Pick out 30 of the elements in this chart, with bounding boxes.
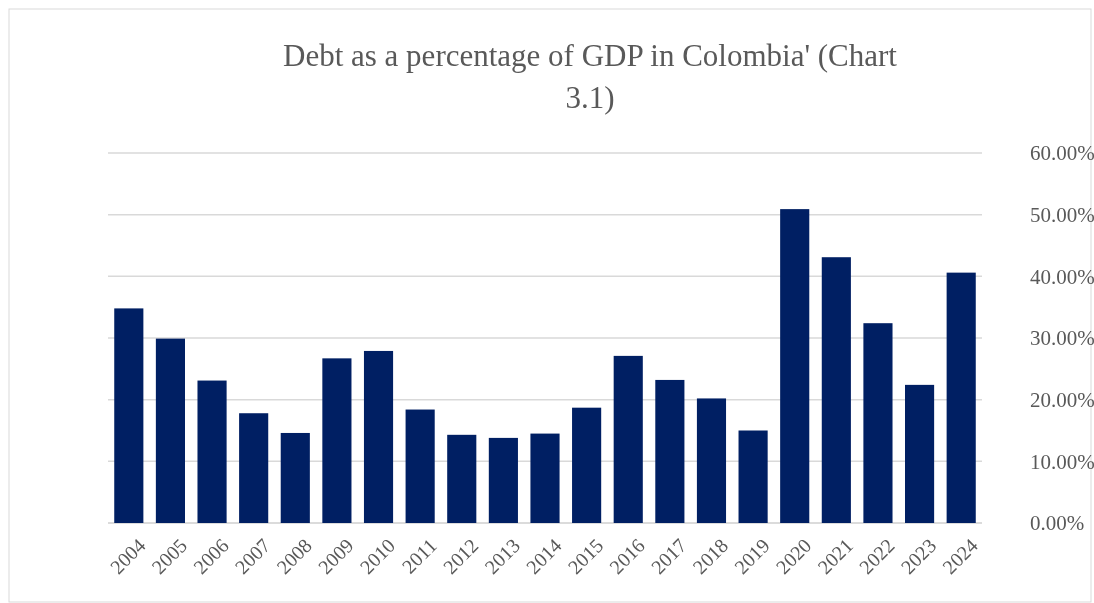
bar [905,384,935,523]
bar [363,350,394,523]
bar [696,398,727,523]
y-tick-label: 20.00% [1030,388,1094,413]
y-tick-label: 10.00% [1030,449,1094,474]
y-tick-label: 50.00% [1030,203,1094,228]
bar [572,407,602,523]
bar [280,432,310,523]
y-tick-label: 40.00% [1030,264,1094,289]
bar [738,430,768,523]
bar [447,434,477,523]
bar [530,433,560,523]
bar [405,409,435,523]
bar [155,338,185,523]
y-tick-label: 30.00% [1030,326,1094,351]
bar [197,380,227,523]
bar [863,323,893,523]
bar [655,379,685,523]
y-tick-label: 0.00% [1030,511,1085,536]
bar [322,358,352,523]
x-tick-label: 2011 [397,534,441,578]
bar [488,437,518,523]
bar [114,308,144,523]
bar [239,413,269,523]
y-tick-label: 60.00% [1030,141,1094,166]
bar [780,209,810,523]
bar [946,272,976,523]
bar [613,355,643,523]
chart-title: Debt as a percentage of GDP in Colombia' (Chart 3.1) [283,38,898,115]
bar [821,257,851,523]
